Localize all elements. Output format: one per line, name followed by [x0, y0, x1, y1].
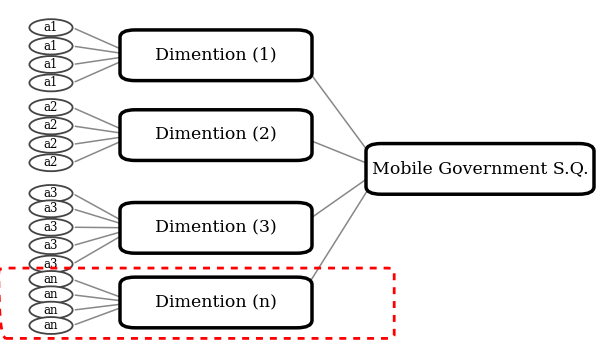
Ellipse shape — [29, 56, 73, 73]
Ellipse shape — [29, 75, 73, 91]
Ellipse shape — [29, 317, 73, 334]
Ellipse shape — [29, 286, 73, 303]
Text: a3: a3 — [44, 221, 58, 234]
Text: a1: a1 — [44, 76, 58, 90]
Text: an: an — [44, 288, 58, 301]
Ellipse shape — [29, 37, 73, 54]
Ellipse shape — [29, 302, 73, 319]
FancyBboxPatch shape — [120, 30, 312, 81]
Text: an: an — [44, 273, 58, 286]
Ellipse shape — [29, 271, 73, 288]
Ellipse shape — [29, 99, 73, 116]
Ellipse shape — [29, 200, 73, 217]
Text: a3: a3 — [44, 257, 58, 271]
Text: Dimention (2): Dimention (2) — [155, 127, 277, 144]
Text: a1: a1 — [44, 40, 58, 52]
Ellipse shape — [29, 219, 73, 236]
Text: a3: a3 — [44, 239, 58, 252]
Text: a2: a2 — [44, 138, 58, 151]
Ellipse shape — [29, 154, 73, 171]
Ellipse shape — [29, 136, 73, 153]
FancyBboxPatch shape — [366, 144, 594, 194]
FancyBboxPatch shape — [120, 110, 312, 160]
Ellipse shape — [29, 237, 73, 254]
Text: a2: a2 — [44, 101, 58, 114]
Text: a1: a1 — [44, 21, 58, 34]
Text: Dimention (3): Dimention (3) — [155, 219, 277, 236]
Text: a1: a1 — [44, 58, 58, 71]
Text: a3: a3 — [44, 202, 58, 215]
Text: Mobile Government S.Q.: Mobile Government S.Q. — [371, 160, 589, 177]
Ellipse shape — [29, 256, 73, 272]
Text: an: an — [44, 304, 58, 317]
Text: a2: a2 — [44, 119, 58, 133]
Text: a2: a2 — [44, 156, 58, 169]
FancyBboxPatch shape — [120, 203, 312, 253]
Ellipse shape — [29, 117, 73, 134]
Text: a3: a3 — [44, 187, 58, 200]
Ellipse shape — [29, 185, 73, 202]
Text: an: an — [44, 319, 58, 332]
Text: Dimention (1): Dimention (1) — [155, 47, 277, 64]
FancyBboxPatch shape — [120, 277, 312, 328]
Ellipse shape — [29, 19, 73, 36]
Text: Dimention (n): Dimention (n) — [155, 294, 277, 311]
